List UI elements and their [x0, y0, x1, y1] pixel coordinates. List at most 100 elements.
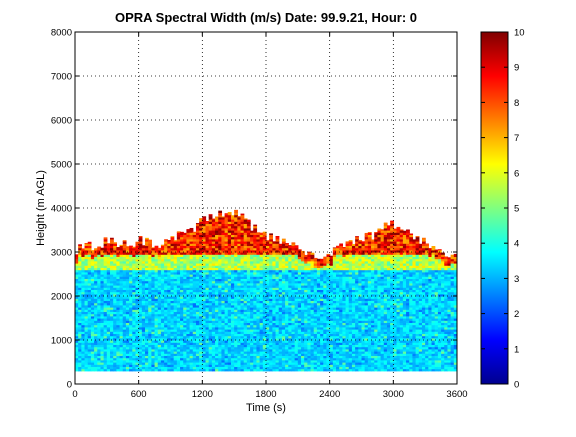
heatmap-cell: [192, 313, 197, 317]
heatmap-cell: [97, 267, 102, 271]
heatmap-cell: [129, 293, 133, 297]
heatmap-cell: [205, 355, 210, 359]
heatmap-cell: [211, 313, 216, 317]
heatmap-cell: [113, 364, 117, 367]
heatmap-cell: [281, 263, 286, 266]
heatmap-cell: [122, 269, 127, 273]
heatmap-cell: [87, 304, 92, 308]
heatmap-cell: [208, 366, 213, 370]
heatmap-cell: [237, 368, 242, 372]
heatmap-cell: [148, 280, 152, 284]
heatmap-cell: [208, 296, 213, 299]
heatmap-cell: [138, 333, 143, 337]
heatmap-cell: [100, 247, 105, 251]
heatmap-cell: [291, 344, 296, 348]
heatmap-cell: [278, 254, 283, 257]
heatmap-cell: [125, 326, 130, 330]
heatmap-cell: [170, 344, 175, 348]
heatmap-cell: [256, 245, 261, 249]
heatmap-cell: [294, 278, 299, 282]
heatmap-cell: [208, 331, 213, 334]
heatmap-cell: [176, 269, 181, 273]
heatmap-cell: [227, 315, 232, 319]
heatmap-cell: [119, 344, 124, 348]
heatmap-cell: [192, 256, 197, 260]
heatmap-cell: [205, 238, 210, 242]
heatmap-cell: [87, 260, 92, 264]
heatmap-cell: [122, 302, 127, 306]
heatmap-cell: [119, 324, 124, 328]
heatmap-cell: [313, 257, 318, 260]
heatmap-cell: [192, 351, 197, 354]
heatmap-cell: [164, 333, 168, 337]
heatmap-cell: [176, 258, 181, 262]
heatmap-cell: [326, 348, 331, 352]
heatmap-cell: [253, 258, 258, 262]
heatmap-cell: [278, 359, 283, 363]
heatmap-cell: [122, 326, 127, 330]
heatmap-cell: [125, 296, 130, 299]
heatmap-cell: [199, 362, 203, 365]
heatmap-cell: [240, 234, 245, 238]
heatmap-cell: [329, 296, 334, 299]
heatmap-cell: [189, 368, 194, 372]
heatmap-cell: [294, 274, 299, 277]
heatmap-cell: [183, 344, 188, 348]
heatmap-cell: [237, 296, 242, 299]
heatmap-cell: [192, 285, 197, 288]
heatmap-cell: [141, 320, 146, 323]
heatmap-cell: [332, 298, 337, 301]
heatmap-cell: [307, 278, 312, 282]
heatmap-cell: [259, 249, 264, 253]
heatmap-cell: [259, 280, 264, 284]
heatmap-cell: [97, 291, 102, 295]
heatmap-cell: [189, 227, 194, 231]
heatmap-cell: [281, 313, 286, 317]
heatmap-cell: [189, 293, 194, 297]
heatmap-cell: [186, 315, 191, 319]
heatmap-cell: [301, 362, 305, 365]
heatmap-cell: [78, 247, 82, 251]
heatmap-cell: [326, 335, 331, 339]
heatmap-cell: [253, 265, 258, 268]
heatmap-cell: [329, 329, 334, 332]
heatmap-cell: [224, 245, 229, 249]
heatmap-cell: [320, 331, 324, 334]
heatmap-cell: [253, 307, 258, 310]
heatmap-cell: [224, 300, 229, 304]
heatmap-cell: [316, 329, 321, 332]
heatmap-cell: [215, 280, 219, 284]
heatmap-cell: [224, 302, 229, 306]
heatmap-cell: [250, 355, 254, 359]
heatmap-cell: [180, 296, 184, 299]
heatmap-cell: [313, 289, 318, 293]
heatmap-cell: [221, 362, 226, 365]
heatmap-cell: [304, 362, 308, 365]
heatmap-cell: [243, 236, 248, 240]
heatmap-cell: [154, 329, 159, 332]
heatmap-cell: [237, 221, 242, 224]
heatmap-cell: [180, 241, 184, 244]
heatmap-cell: [272, 289, 277, 293]
heatmap-cell: [100, 335, 105, 339]
heatmap-cell: [122, 287, 127, 290]
heatmap-cell: [119, 329, 124, 332]
heatmap-cell: [113, 302, 117, 306]
heatmap-cell: [205, 274, 210, 277]
heatmap-cell: [278, 260, 283, 264]
heatmap-cell: [110, 351, 114, 354]
heatmap-cell: [148, 276, 152, 279]
heatmap-cell: [246, 247, 251, 251]
heatmap-cell: [180, 249, 184, 253]
heatmap-cell: [189, 249, 194, 253]
heatmap-cell: [320, 265, 324, 268]
heatmap-cell: [275, 320, 280, 323]
heatmap-cell: [192, 355, 197, 359]
heatmap-cell: [84, 348, 89, 352]
heatmap-cell: [199, 230, 203, 233]
heatmap-cell: [208, 324, 213, 328]
heatmap-cell: [211, 285, 216, 288]
heatmap-cell: [103, 304, 108, 308]
heatmap-cell: [192, 232, 197, 235]
heatmap-cell: [310, 320, 315, 323]
